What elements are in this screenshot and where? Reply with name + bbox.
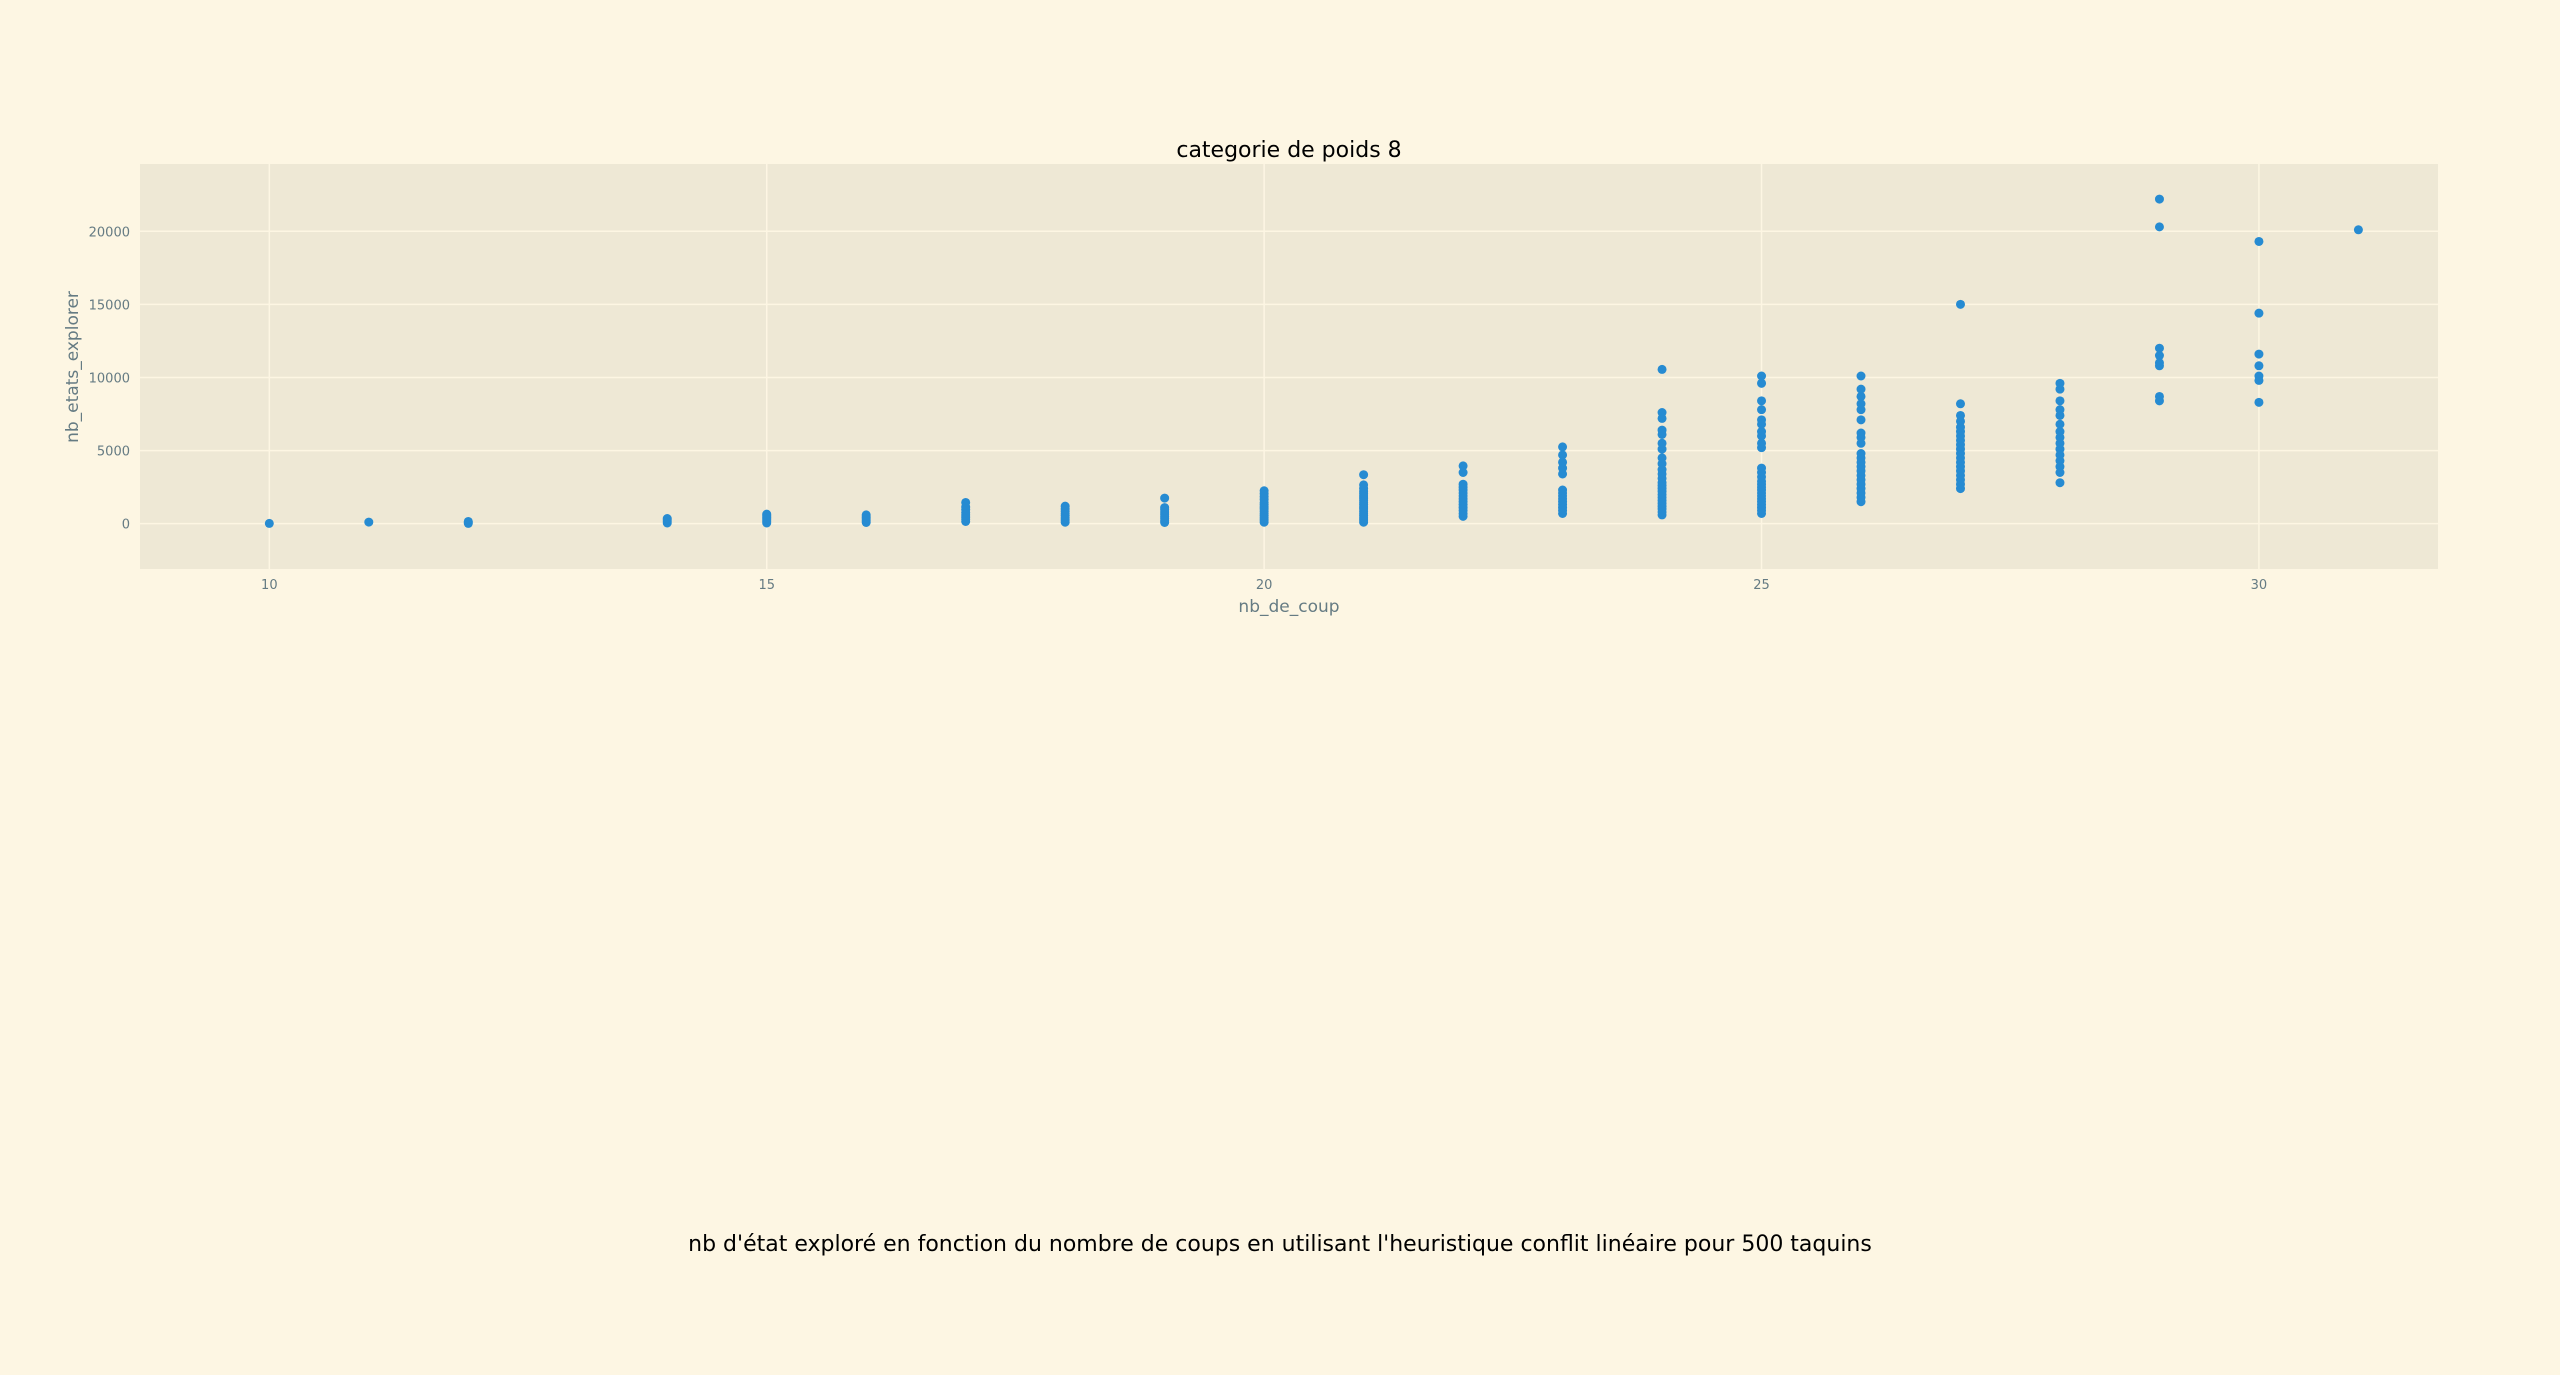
data-point <box>1359 480 1369 490</box>
data-point <box>1757 405 1767 415</box>
data-point <box>1757 427 1767 437</box>
data-point <box>2154 194 2164 204</box>
y-axis-label: nb_etats_explorer <box>63 291 83 443</box>
chart-title: categorie de poids 8 <box>1176 138 1401 163</box>
plot-area <box>140 164 2438 569</box>
y-tick-label: 10000 <box>89 371 130 386</box>
data-point <box>1856 448 1866 458</box>
data-point <box>2154 391 2164 401</box>
x-tick-label: 20 <box>1256 578 1273 593</box>
data-point <box>1657 364 1667 374</box>
x-tick-label: 15 <box>758 578 775 593</box>
x-tick-label: 30 <box>2251 578 2268 593</box>
data-point <box>1060 501 1070 511</box>
data-point <box>1856 415 1866 425</box>
x-tick-labels: 10 15 20 25 30 <box>261 578 2267 593</box>
data-point <box>463 516 473 526</box>
data-point <box>2254 308 2264 318</box>
data-point <box>2154 222 2164 232</box>
data-point <box>1856 399 1866 409</box>
x-tick-label: 10 <box>261 578 278 593</box>
data-point <box>1757 371 1767 381</box>
data-point <box>1856 391 1866 401</box>
data-point <box>264 518 274 528</box>
data-point <box>1856 384 1866 394</box>
data-point <box>2055 405 2065 415</box>
data-point <box>1558 442 1568 452</box>
data-point <box>1657 453 1667 463</box>
data-point <box>1955 299 1965 309</box>
data-point <box>1657 438 1667 448</box>
data-point <box>1558 485 1568 495</box>
data-point <box>961 497 971 507</box>
data-point <box>1359 470 1369 480</box>
data-point <box>2154 358 2164 368</box>
data-point <box>2154 343 2164 353</box>
y-tick-label: 15000 <box>89 298 130 313</box>
data-point <box>2254 236 2264 246</box>
data-point <box>2254 397 2264 407</box>
x-tick-label: 25 <box>1753 578 1770 593</box>
data-point <box>2254 371 2264 381</box>
data-point <box>1458 468 1468 478</box>
data-point <box>1657 425 1667 435</box>
data-point <box>1757 438 1767 448</box>
data-point <box>1856 371 1866 381</box>
y-tick-label: 5000 <box>97 445 130 460</box>
data-point <box>1558 457 1568 467</box>
data-point <box>2055 396 2065 406</box>
data-point <box>1657 408 1667 418</box>
data-point <box>2254 361 2264 371</box>
data-point <box>2353 225 2363 235</box>
data-point <box>762 509 772 519</box>
data-point <box>364 517 374 527</box>
data-point <box>2254 349 2264 359</box>
data-point <box>2055 378 2065 388</box>
data-point <box>1955 399 1965 409</box>
data-point <box>2055 478 2065 488</box>
data-point <box>1160 493 1170 503</box>
data-point <box>1458 461 1468 471</box>
data-point <box>1259 486 1269 496</box>
data-point <box>2055 419 2065 429</box>
x-axis-label: nb_de_coup <box>1238 597 1339 617</box>
data-point <box>1955 410 1965 420</box>
data-point <box>662 514 672 524</box>
y-tick-labels: 0 5000 10000 15000 20000 <box>89 225 130 532</box>
data-point <box>1757 463 1767 473</box>
figure-caption: nb d'état exploré en fonction du nombre … <box>688 1232 1872 1257</box>
y-tick-label: 20000 <box>89 225 130 240</box>
data-point <box>861 510 871 520</box>
data-point <box>1757 396 1767 406</box>
y-tick-label: 0 <box>122 518 130 533</box>
data-point <box>1558 450 1568 460</box>
data-point <box>1160 503 1170 513</box>
data-point <box>1856 428 1866 438</box>
data-points <box>264 194 2363 528</box>
data-point <box>1757 378 1767 388</box>
data-point <box>2055 427 2065 437</box>
data-point <box>2154 351 2164 361</box>
data-point <box>1757 415 1767 425</box>
data-point <box>1458 479 1468 489</box>
